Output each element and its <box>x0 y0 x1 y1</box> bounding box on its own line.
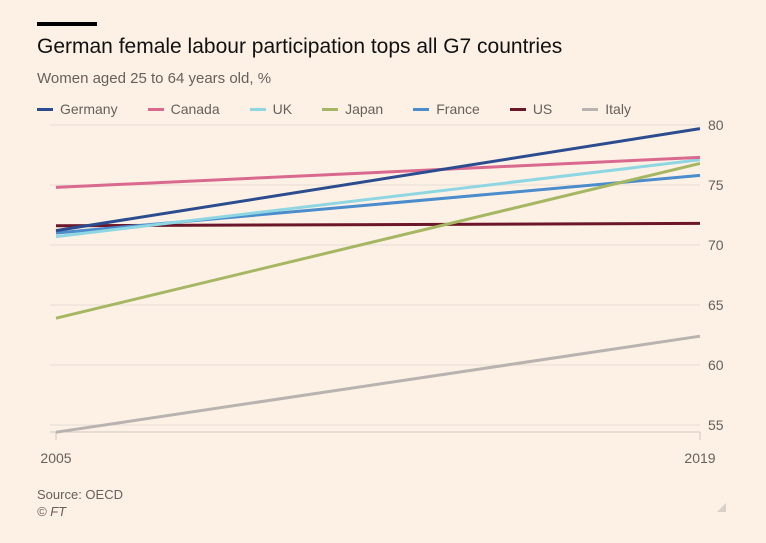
chart-subtitle: Women aged 25 to 64 years old, % <box>37 70 272 87</box>
legend-label: Canada <box>170 101 220 117</box>
series-line-japan <box>55 161 701 320</box>
series-line-uk <box>55 158 701 239</box>
resize-handle-icon[interactable] <box>717 503 726 512</box>
legend-swatch <box>322 107 339 111</box>
y-tick-label: 75 <box>708 177 724 193</box>
x-tick-label: 2019 <box>684 450 715 466</box>
legend-label: US <box>532 101 553 117</box>
y-tick-label: 65 <box>708 297 724 313</box>
legend-swatch <box>37 107 53 111</box>
legend-item-us: US <box>509 101 553 117</box>
legend-item-italy: Italy <box>582 101 631 117</box>
legend-swatch <box>147 107 164 111</box>
header-accent-bar <box>37 22 97 26</box>
legend-swatch <box>249 107 266 111</box>
y-tick-label: 60 <box>708 357 724 373</box>
legend: Germany Canada UK Japan France US Italy <box>37 101 661 117</box>
source-note: Source: OECD <box>37 487 123 502</box>
legend-item-france: France <box>413 101 480 117</box>
legend-label: Italy <box>605 101 631 117</box>
legend-label: France <box>436 101 480 117</box>
legend-swatch <box>509 107 526 111</box>
y-tick-label: 80 <box>708 117 724 133</box>
legend-item-canada: Canada <box>147 101 220 117</box>
y-tick-label: 55 <box>708 417 724 433</box>
y-tick-label: 70 <box>708 237 724 253</box>
legend-label: Germany <box>60 101 118 117</box>
series-line-germany <box>55 127 701 233</box>
legend-item-germany: Germany <box>37 101 118 117</box>
copyright-note: © FT <box>37 504 67 519</box>
chart-title: German female labour participation tops … <box>37 35 563 58</box>
legend-swatch <box>413 107 430 111</box>
legend-swatch <box>582 107 599 111</box>
legend-label: Japan <box>345 101 384 117</box>
series-line-canada <box>55 155 701 189</box>
series-line-us <box>55 221 701 228</box>
series-line-italy <box>55 334 701 434</box>
legend-label: UK <box>272 101 293 117</box>
legend-item-uk: UK <box>249 101 293 117</box>
legend-item-japan: Japan <box>322 101 383 117</box>
x-tick-label: 2005 <box>40 450 71 466</box>
